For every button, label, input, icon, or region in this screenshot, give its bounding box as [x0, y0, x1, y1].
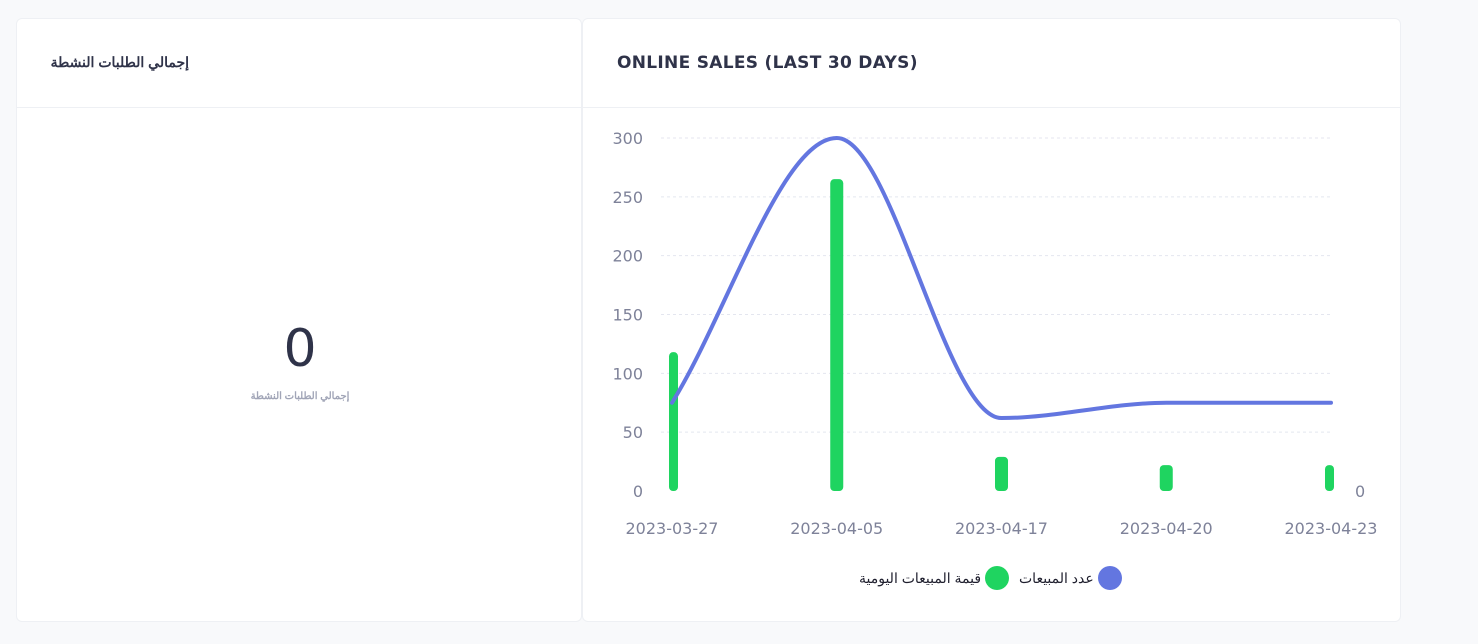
active-orders-card: إجمالي الطلبات النشطة 0 إجمالي الطلبات ا…: [16, 18, 582, 622]
active-orders-value: 0: [283, 319, 317, 379]
online-sales-card-header: ONLINE SALES (LAST 30 DAYS): [583, 19, 1400, 108]
bar-series: [669, 179, 1334, 491]
y-tick-label: 250: [612, 188, 643, 207]
active-orders-card-header: إجمالي الطلبات النشطة: [17, 19, 581, 108]
bar-2023-04-23[interactable]: [1325, 465, 1334, 491]
legend-item-sales-count[interactable]: عدد المبيعات: [1019, 566, 1122, 590]
online-sales-chart: 0 50 100 150 200 250 300 0 2023-03-27 2023-04-05…: [612, 129, 1378, 538]
y-tick-label: 100: [612, 364, 643, 383]
y-tick-label: 0: [633, 482, 643, 501]
x-tick-label: 2023-04-17: [955, 519, 1048, 538]
active-orders-label: إجمالي الطلبات النشطة: [250, 391, 350, 402]
legend-label-daily-sales-value: قيمة المبيعات اليومية: [859, 569, 982, 586]
bar-2023-03-27[interactable]: [669, 352, 678, 491]
y-tick-label: 200: [612, 247, 643, 266]
x-axis-ticks: 2023-03-27 2023-04-05 2023-04-17 2023-04-20…: [626, 519, 1378, 538]
x-tick-label: 2023-04-20: [1120, 519, 1213, 538]
y-tick-label: 300: [612, 129, 643, 148]
y-axis-ticks: 0 50 100 150 200 250 300 0: [612, 129, 1365, 501]
x-tick-label: 2023-04-23: [1285, 519, 1378, 538]
bar-2023-04-17[interactable]: [995, 456, 1008, 491]
legend-label-sales-count: عدد المبيعات: [1019, 569, 1094, 586]
bar-2023-04-05[interactable]: [830, 179, 844, 491]
chart-grid: [661, 137, 1331, 433]
y-tick-label: 150: [612, 306, 643, 325]
y-tick-label: 50: [623, 423, 643, 442]
line-series: [670, 135, 1333, 421]
online-sales-card: ONLINE SALES (LAST 30 DAYS): [582, 18, 1401, 622]
x-tick-label: 2023-04-05: [790, 519, 883, 538]
online-sales-title: ONLINE SALES (LAST 30 DAYS): [617, 53, 918, 73]
line-sales-count[interactable]: [670, 135, 1333, 421]
legend-marker-sales-count: [1097, 566, 1122, 590]
right-axis-tick-label: 0: [1355, 482, 1365, 501]
active-orders-title: إجمالي الطلبات النشطة: [50, 54, 189, 70]
legend-marker-daily-sales-value: [985, 566, 1010, 590]
x-tick-label: 2023-03-27: [626, 519, 719, 538]
legend-item-daily-sales-value[interactable]: قيمة المبيعات اليومية: [859, 566, 1010, 590]
bar-2023-04-20[interactable]: [1159, 465, 1173, 491]
